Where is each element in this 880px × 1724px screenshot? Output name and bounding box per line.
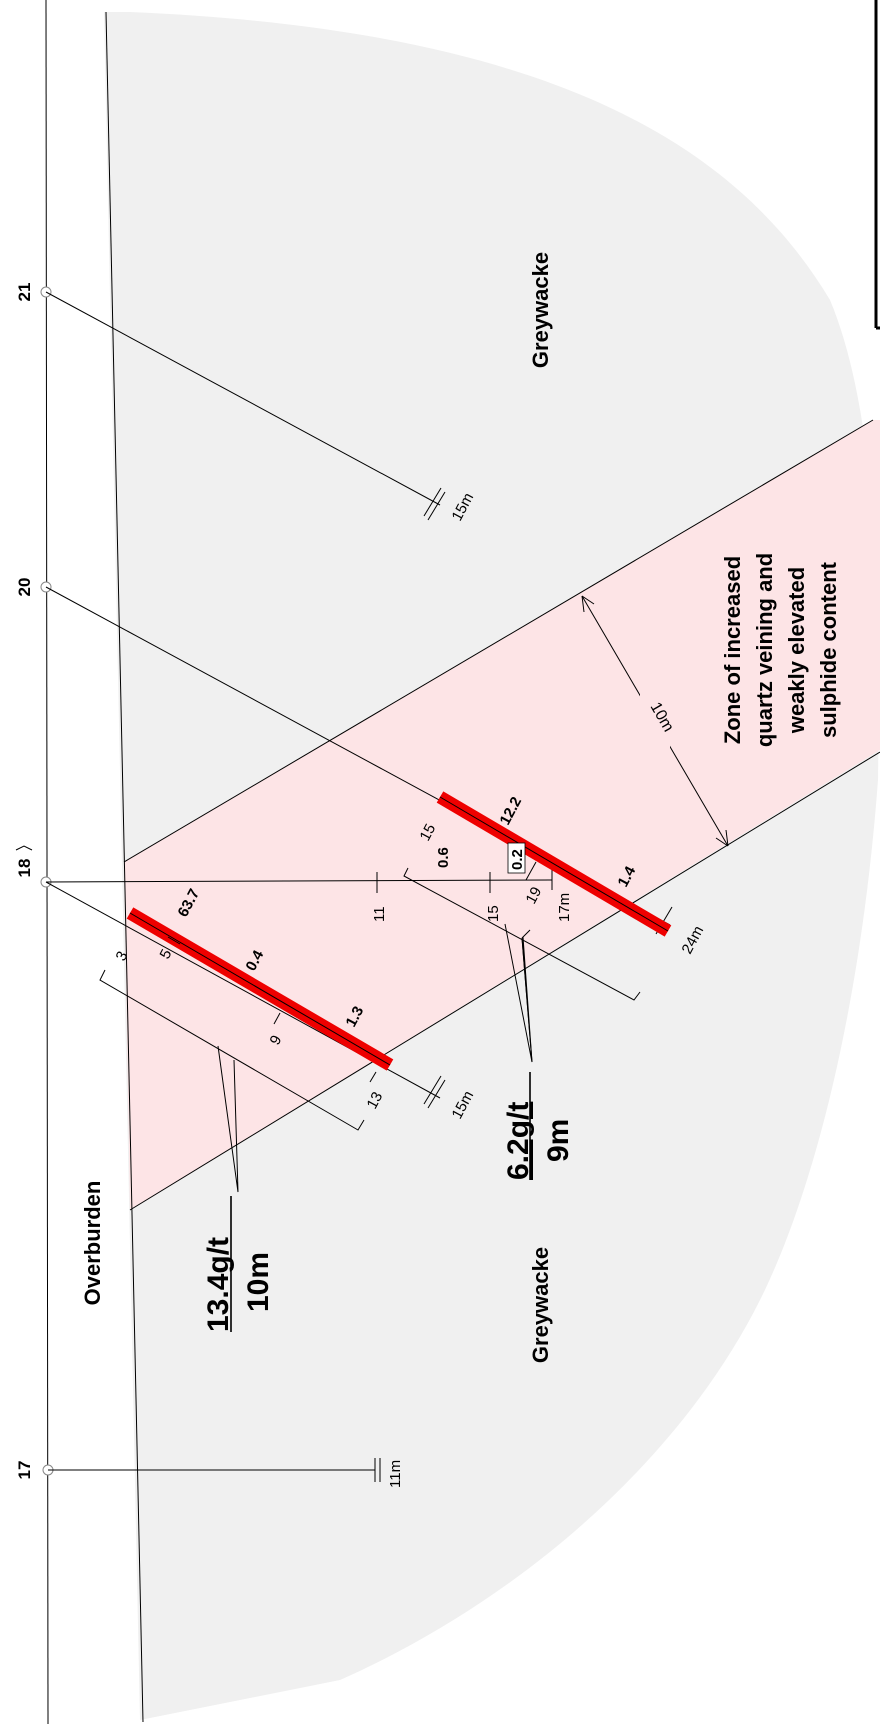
tick-19-13 (369, 1071, 377, 1083)
lower-intercept-width: 10m (242, 1252, 275, 1312)
hole-label-18: 18 (15, 859, 34, 878)
trace-18 (45, 879, 553, 883)
end-depth-17: 11m (387, 1460, 404, 1488)
depth-18-19: 19 (523, 884, 546, 907)
label-greywacke-top: Greywacke (528, 252, 553, 368)
upper-intercept-leader-b (521, 929, 533, 1063)
zone-description-line-3: weakly elevated (784, 567, 809, 734)
zone-width-label-bg (640, 680, 670, 752)
tick-19-9 (273, 1012, 281, 1025)
zone-width-arrow-top (581, 595, 595, 613)
end-tick-21b (427, 491, 446, 521)
assay-18-b-box (507, 842, 526, 874)
intercept-bar-hole-20-outline (439, 796, 669, 932)
hole-label-20: 20 (15, 578, 34, 597)
end-tick-21 (423, 487, 442, 517)
zone-width-arrow-bottom (715, 829, 729, 847)
tick-19-5 (167, 936, 181, 945)
depth-19-13: 13 (364, 1089, 387, 1112)
zone-description-line-1: Zone of increased (720, 556, 745, 744)
zone-description-line-2: quartz veining and (752, 553, 777, 747)
upper-intercept-width: 9m (542, 1119, 575, 1162)
depth-20-15: 15 (417, 821, 440, 844)
label-overburden: Overburden (80, 1181, 105, 1306)
intercept-bar-hole-19-outline (129, 912, 391, 1066)
end-tick-19b (427, 1079, 446, 1109)
assay-18-a: 0.6 (435, 847, 452, 868)
lower-intercept-leader (217, 1045, 239, 1193)
hole-label-21: 21 (15, 283, 34, 302)
label-greywacke-bottom: Greywacke (528, 1247, 553, 1363)
lower-intercept-grade: 13.4g/t (202, 1237, 235, 1332)
upper-intercept-bracket (403, 867, 641, 1001)
lower-intercept-bracket (99, 969, 365, 1131)
end-tick-19 (423, 1075, 442, 1105)
tick-18-19 (525, 861, 537, 881)
trace-21 (45, 291, 441, 506)
hole-label-17: 17 (15, 1461, 34, 1480)
zone-description-line-4: sulphide content (816, 561, 841, 738)
end-depth-18: 17m (556, 893, 573, 922)
zone-lower-contact (129, 751, 880, 1211)
collar-marker-18 (15, 845, 33, 851)
assay-18-b: 0.2 (509, 849, 526, 870)
depth-18-11: 11 (371, 906, 388, 922)
zone-upper-contact (123, 419, 874, 863)
overburden-base-line (105, 11, 144, 1723)
depth-18-15: 15 (485, 905, 502, 922)
